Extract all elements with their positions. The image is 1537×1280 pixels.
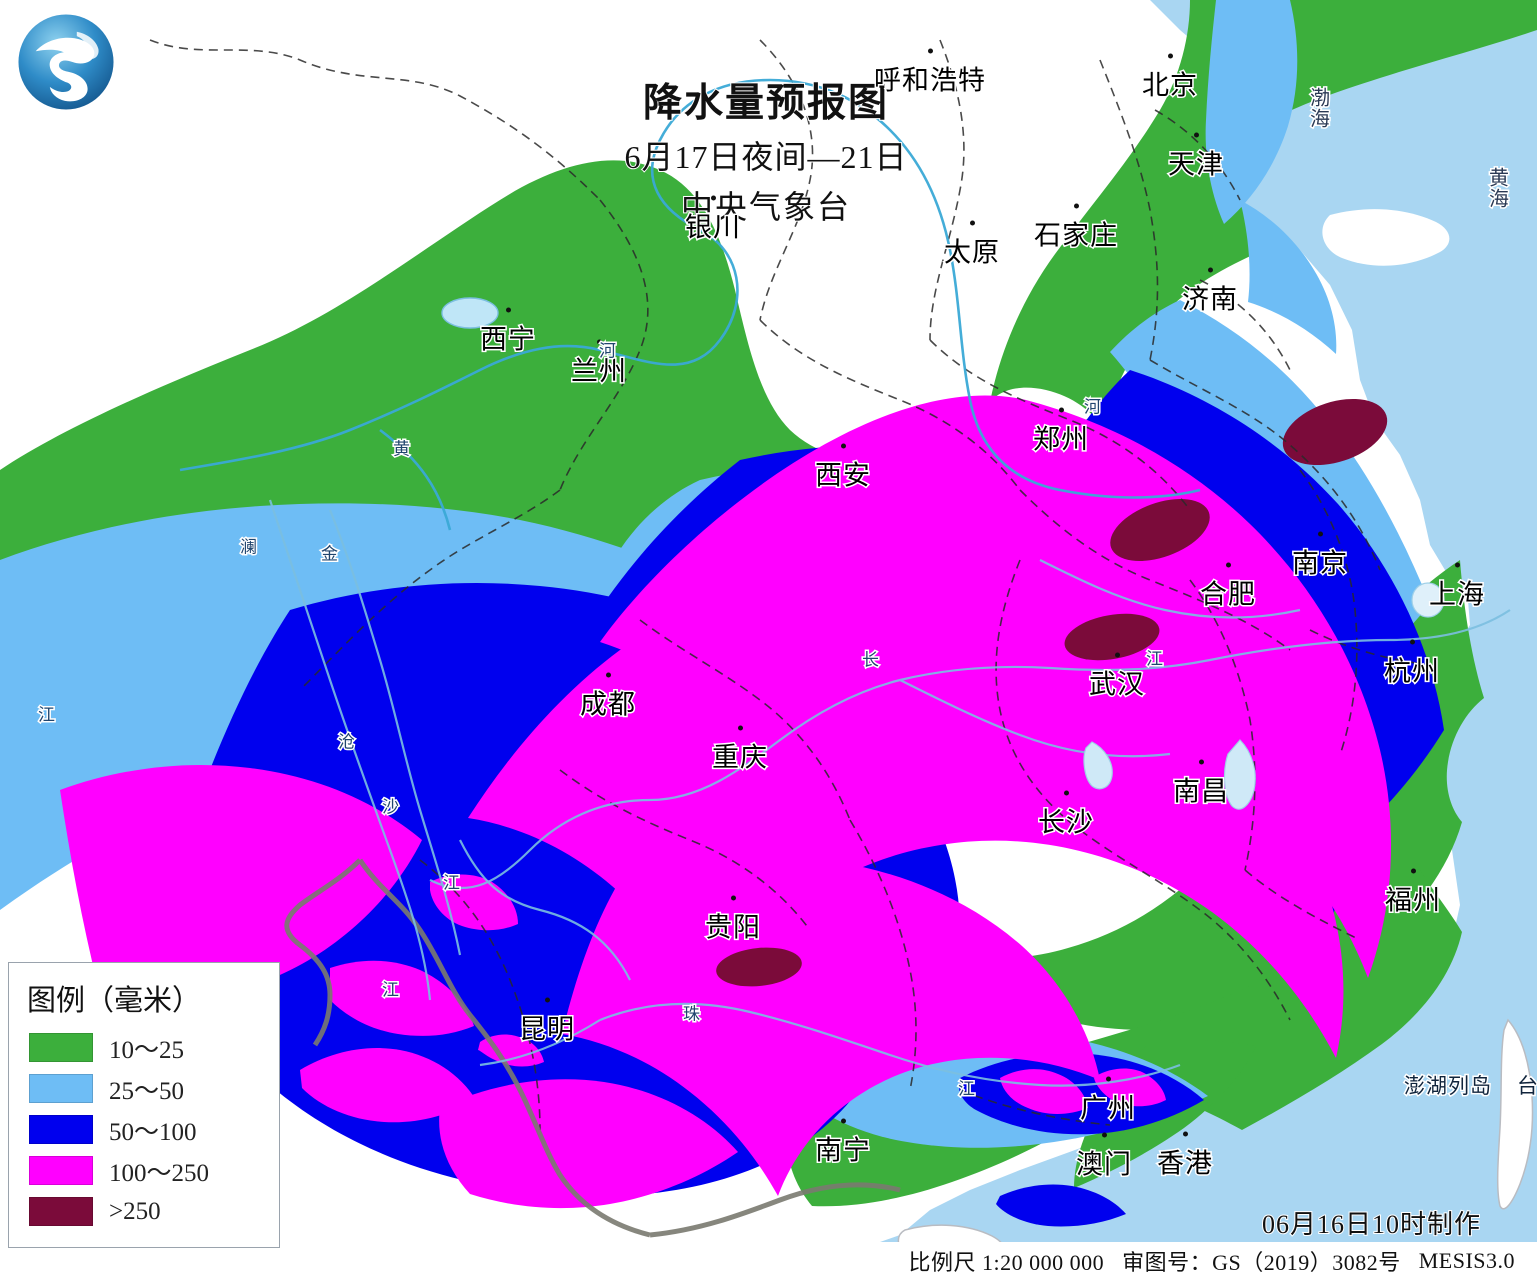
poyang-lake xyxy=(1223,739,1256,810)
legend-item-4: >250 xyxy=(23,1191,265,1232)
taiwan-island xyxy=(1496,1018,1534,1210)
legend-swatch-1 xyxy=(29,1074,93,1103)
dongting-lake xyxy=(1083,741,1113,790)
legend-item-1: 25～50 xyxy=(23,1068,265,1109)
legend-item-3: 100～250 xyxy=(23,1150,265,1191)
hainan-island xyxy=(897,1224,1002,1242)
shandong-peninsula xyxy=(1322,209,1450,266)
legend-label-1: 25～50 xyxy=(109,1077,185,1105)
rivers xyxy=(179,78,1201,531)
legend-label-3: 100～250 xyxy=(109,1159,210,1187)
legend-label-2: 50～100 xyxy=(109,1118,197,1146)
legend-swatch-0 xyxy=(29,1033,93,1062)
taihu-lake xyxy=(1411,582,1445,618)
legend-swatch-2 xyxy=(29,1115,93,1144)
legend-rows: 10～25 25～50 50～100 100～250 >250 xyxy=(23,1027,265,1232)
footer-review-no: 审图号：GS（2019）3082号 xyxy=(1122,1250,1401,1275)
legend-swatch-3 xyxy=(29,1156,93,1185)
legend-item-0: 10～25 xyxy=(23,1027,265,1068)
rivers-secondary xyxy=(268,499,1511,1087)
footer-scale: 比例尺 1:20 000 000 xyxy=(908,1250,1105,1275)
band-over-250 xyxy=(716,398,1388,987)
cma-logo-icon xyxy=(18,14,114,110)
legend-swatch-4 xyxy=(29,1197,93,1226)
footer-system: MESIS3.0 xyxy=(1418,1248,1515,1273)
footer-bar: 比例尺 1:20 000 000 审图号：GS（2019）3082号 MESIS… xyxy=(0,1242,1537,1280)
legend-item-2: 50～100 xyxy=(23,1109,265,1150)
qinghai-lake xyxy=(441,297,499,329)
legend-title: 图例（毫米） xyxy=(27,985,202,1017)
made-at-timestamp: 06月16日10时制作 xyxy=(1261,1209,1481,1240)
band-100-250 xyxy=(60,395,1392,1209)
legend-label-0: 10～25 xyxy=(109,1036,185,1064)
legend-label-4: >250 xyxy=(109,1197,161,1225)
legend-panel: 图例（毫米） 10～25 25～50 50～100 100～250 >250 xyxy=(8,962,280,1248)
province-boundaries xyxy=(149,39,1431,1131)
